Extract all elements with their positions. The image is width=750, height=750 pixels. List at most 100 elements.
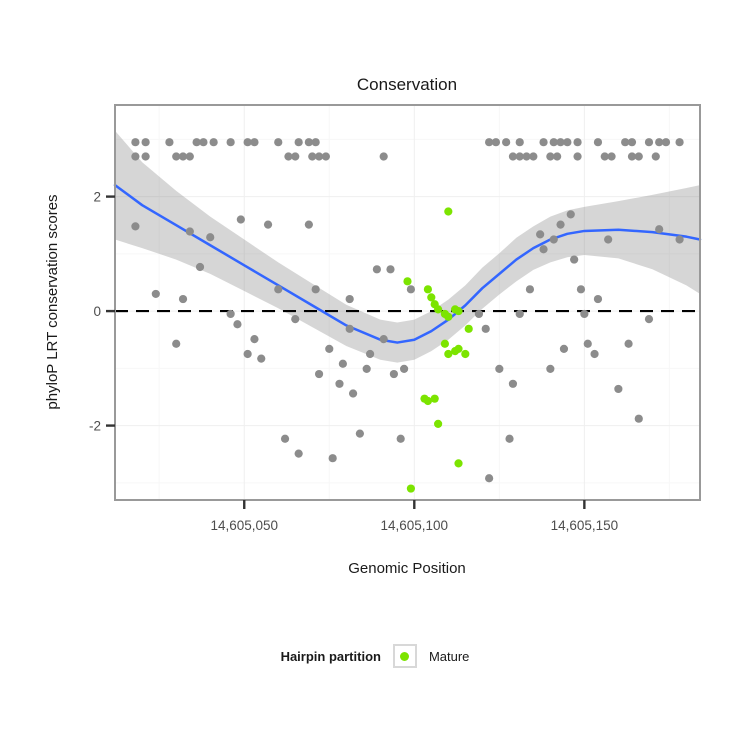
point-other (141, 138, 150, 147)
mature-dot-icon (400, 651, 410, 661)
point-other (559, 344, 569, 353)
point-mature (423, 285, 433, 294)
point-mature (444, 349, 453, 359)
point-mature (434, 419, 443, 428)
point-other (515, 152, 524, 161)
point-other (651, 152, 660, 161)
point-other (141, 152, 150, 161)
point-other (379, 152, 388, 161)
point-other (549, 235, 558, 244)
point-other (192, 138, 201, 147)
y-axis-label: phyloP LRT conservation scores (44, 194, 61, 409)
point-other (206, 233, 215, 242)
point-other (474, 309, 484, 319)
x-axis-label: Genomic Position (348, 560, 466, 577)
legend: Hairpin partition Mature (0, 642, 750, 670)
point-other (314, 369, 324, 379)
point-other (372, 265, 381, 274)
point-other (621, 138, 630, 147)
point-other (515, 309, 524, 319)
point-other (539, 245, 548, 254)
point-other (338, 359, 347, 368)
point-other (199, 138, 208, 147)
point-other (502, 138, 511, 147)
point-other (274, 138, 283, 147)
point-other (304, 138, 313, 147)
point-other (525, 285, 535, 294)
point-other (661, 138, 671, 147)
point-other (607, 152, 616, 161)
point-other (675, 138, 684, 147)
point-other (580, 309, 589, 319)
point-other (250, 335, 259, 344)
point-mature (461, 349, 470, 359)
point-other (549, 138, 558, 147)
point-other (485, 138, 494, 147)
point-other (655, 225, 664, 234)
point-other (243, 349, 252, 359)
point-other (185, 227, 194, 236)
point-other (311, 138, 320, 147)
point-other (563, 138, 572, 147)
chart-title: Conservation (357, 75, 457, 94)
point-mature (454, 459, 463, 468)
point-other (505, 434, 514, 443)
point-other (233, 320, 242, 329)
point-other (274, 285, 283, 294)
point-other (485, 474, 494, 483)
point-mature (444, 207, 453, 216)
point-other (311, 285, 320, 294)
point-mature (406, 484, 416, 493)
point-other (345, 324, 354, 333)
point-other (614, 384, 623, 394)
point-other (257, 354, 266, 363)
point-mature (434, 305, 443, 314)
y-tick-label: 0 (93, 304, 101, 319)
point-other (250, 138, 259, 147)
conservation-chart: 14,605,050 14,605,100 14,605,150 -2 0 2 Conse… (44, 75, 702, 577)
point-other (348, 389, 358, 398)
point-other (553, 152, 562, 161)
x-tick-label: 14,605,100 (381, 518, 449, 533)
point-other (481, 324, 490, 333)
point-other (172, 339, 181, 348)
point-other (634, 152, 643, 161)
y-tick-label: 2 (93, 189, 101, 204)
point-other (328, 454, 337, 463)
panel-border (114, 104, 701, 501)
point-other (131, 222, 140, 231)
point-other (546, 364, 555, 374)
point-mature (403, 277, 412, 286)
point-other (243, 138, 252, 147)
point-other (178, 152, 188, 161)
point-other (515, 138, 524, 147)
point-other (226, 309, 235, 319)
point-other (236, 215, 245, 224)
point-other (185, 152, 194, 161)
point-other (172, 152, 181, 161)
plot-panel (115, 105, 700, 500)
legend-label-mature: Mature (428, 648, 470, 664)
point-other (593, 138, 603, 147)
point-other (495, 364, 504, 374)
point-other (522, 152, 531, 161)
point-other (389, 369, 398, 379)
point-other (556, 220, 565, 229)
point-other (280, 434, 290, 443)
x-tick-label: 14,605,050 (210, 518, 278, 533)
y-tick-label: -2 (89, 418, 101, 433)
point-other (573, 152, 582, 161)
point-other (536, 230, 545, 239)
point-mature (454, 306, 463, 316)
point-other (627, 152, 637, 161)
point-other (195, 262, 205, 272)
point-other (308, 152, 317, 161)
point-other (406, 285, 416, 294)
point-mature (440, 339, 450, 348)
point-other (566, 210, 575, 219)
point-other (165, 138, 174, 147)
point-other (600, 152, 609, 161)
point-other (291, 152, 300, 161)
point-other (634, 414, 643, 423)
